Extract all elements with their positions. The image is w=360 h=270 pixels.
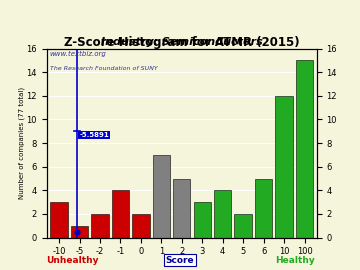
Text: Score: Score (166, 256, 194, 265)
Bar (50, 202, 68, 238)
Bar (296, 60, 313, 238)
Bar (132, 214, 150, 238)
Text: -5.5891: -5.5891 (79, 132, 109, 138)
Bar (153, 155, 170, 238)
Bar (194, 202, 211, 238)
Text: Unhealthy: Unhealthy (46, 256, 98, 265)
Bar (173, 178, 190, 238)
Bar (71, 226, 88, 238)
Text: Healthy: Healthy (275, 256, 315, 265)
Y-axis label: Number of companies (77 total): Number of companies (77 total) (19, 87, 25, 199)
Bar (255, 178, 272, 238)
Bar (112, 190, 129, 238)
Title: Z-Score Histogram for ATMR (2015): Z-Score Histogram for ATMR (2015) (64, 36, 300, 49)
Text: The Research Foundation of SUNY: The Research Foundation of SUNY (50, 66, 157, 71)
Bar (234, 214, 252, 238)
Bar (214, 190, 231, 238)
Bar (275, 96, 293, 238)
Bar (91, 214, 109, 238)
Text: www.textbiz.org: www.textbiz.org (50, 50, 106, 57)
Text: Industry: Semiconductors: Industry: Semiconductors (101, 37, 263, 47)
